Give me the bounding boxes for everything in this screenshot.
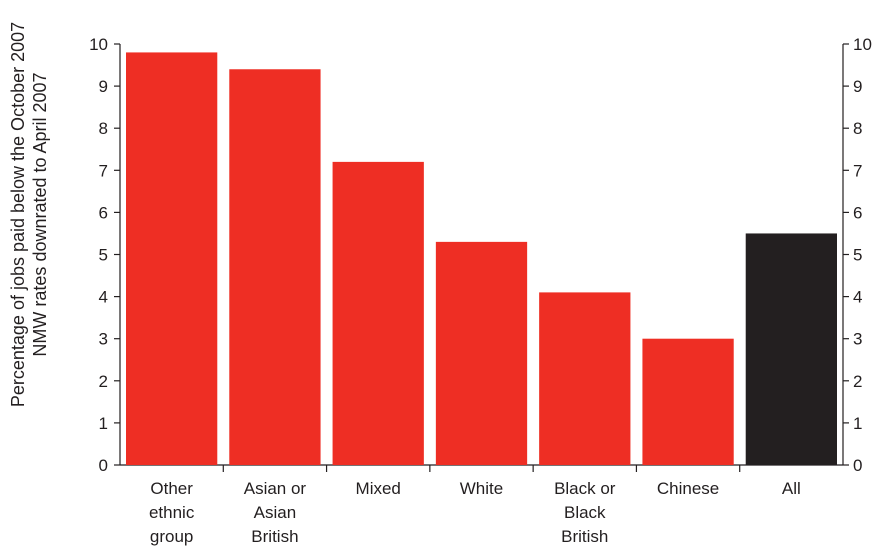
y-tick-label-left: 10 — [89, 35, 108, 54]
y-tick-label-right: 0 — [853, 456, 862, 475]
y-tick-label-right: 10 — [853, 35, 872, 54]
y-tick-label-left: 7 — [99, 161, 108, 180]
y-tick-label-left: 0 — [99, 456, 108, 475]
x-tick-label: Black orBlackBritish — [554, 479, 616, 546]
bar — [436, 242, 527, 465]
x-tick-label: Mixed — [356, 479, 401, 498]
x-tick-label: Otherethnicgroup — [149, 479, 195, 546]
y-tick-label-left: 1 — [99, 414, 108, 433]
bars — [126, 52, 837, 465]
x-tick-label: Asian orAsianBritish — [244, 479, 307, 546]
y-tick-label-left: 9 — [99, 77, 108, 96]
y-tick-label-left: 8 — [99, 119, 108, 138]
x-tick-label: Chinese — [657, 479, 719, 498]
bar — [746, 233, 837, 465]
bar — [229, 69, 320, 465]
bar — [333, 162, 424, 465]
bar — [126, 52, 217, 465]
y-tick-label-right: 3 — [853, 330, 862, 349]
y-tick-label-left: 3 — [99, 330, 108, 349]
y-axis-label: Percentage of jobs paid below the Octobe… — [8, 22, 50, 407]
x-tick-label: All — [782, 479, 801, 498]
y-tick-label-right: 8 — [853, 119, 862, 138]
y-tick-label-right: 2 — [853, 372, 862, 391]
y-tick-label-right: 6 — [853, 203, 862, 222]
x-tick-labels: Otherethnicgroup Asian orAsianBritish Mixe… — [149, 479, 801, 546]
y-tick-label-right: 9 — [853, 77, 862, 96]
y-tick-label-left: 6 — [99, 203, 108, 222]
y-tick-label-right: 4 — [853, 288, 862, 307]
x-tick-label: White — [460, 479, 503, 498]
y-tick-label-right: 5 — [853, 246, 862, 265]
y-tick-label-left: 4 — [99, 288, 108, 307]
y-tick-label-left: 5 — [99, 246, 108, 265]
y-tick-label-right: 7 — [853, 161, 862, 180]
y-axis-title: Percentage of jobs paid below the Octobe… — [8, 22, 50, 407]
bar — [642, 339, 733, 465]
y-tick-label-left: 2 — [99, 372, 108, 391]
bar — [539, 292, 630, 465]
y-tick-label-right: 1 — [853, 414, 862, 433]
